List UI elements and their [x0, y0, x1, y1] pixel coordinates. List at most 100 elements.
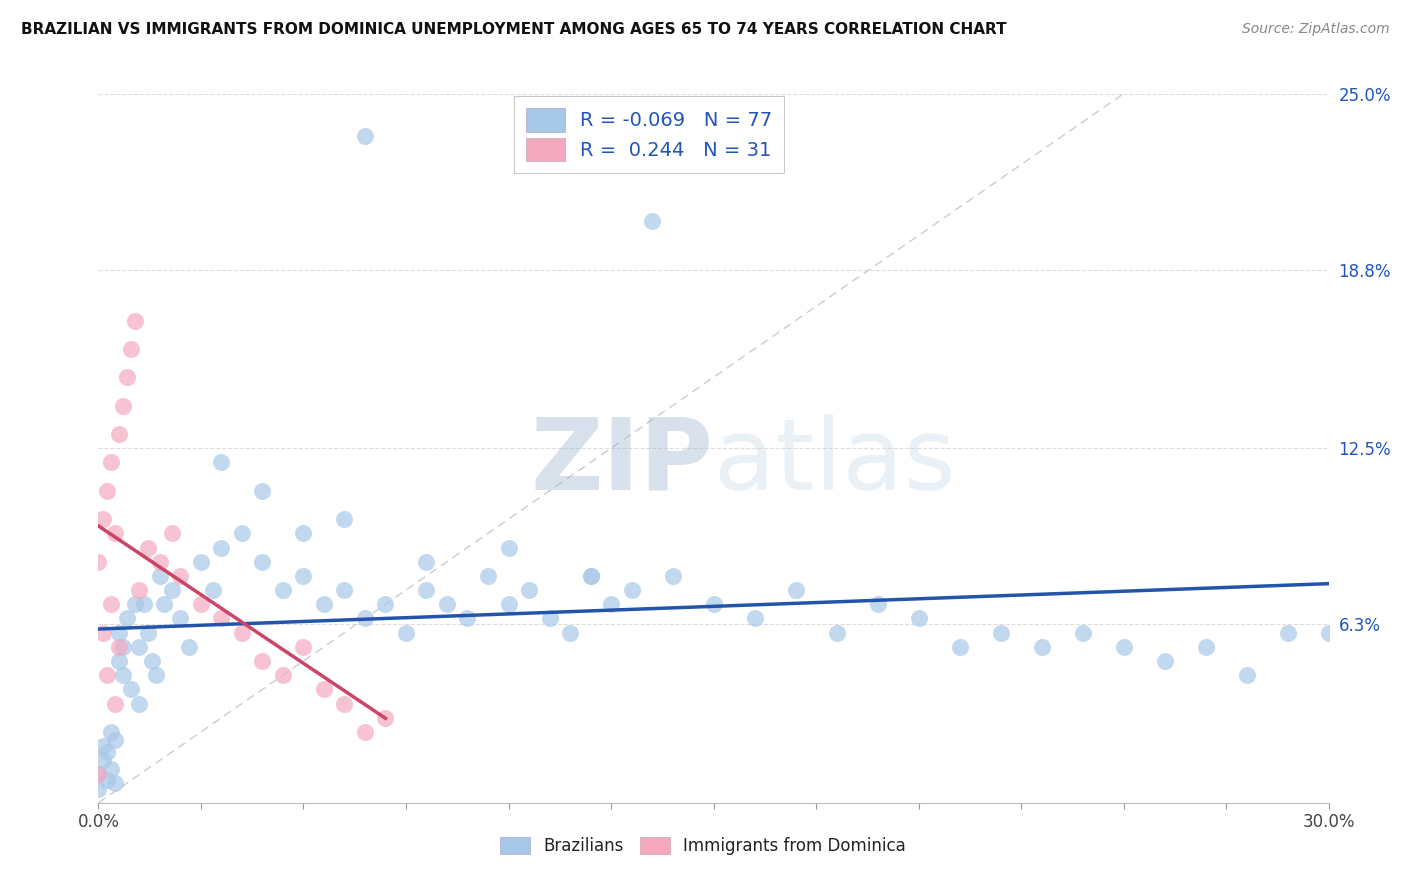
Point [395, 625, 418, 640]
Point [333, 697, 356, 711]
Point [211, 541, 233, 555]
Point [825, 625, 848, 640]
Text: BRAZILIAN VS IMMIGRANTS FROM DOMINICA UNEMPLOYMENT AMONG AGES 65 TO 74 YEARS COR: BRAZILIAN VS IMMIGRANTS FROM DOMINICA UN… [21, 22, 1007, 37]
Point [100, 597, 122, 611]
Point [333, 583, 356, 598]
Point [1071, 625, 1094, 640]
Point [108, 625, 131, 640]
Point [87, 555, 110, 569]
Point [785, 583, 807, 598]
Point [112, 399, 135, 413]
Point [124, 313, 146, 327]
Point [271, 668, 294, 682]
Legend: Brazilians, Immigrants from Dominica: Brazilians, Immigrants from Dominica [494, 830, 912, 862]
Point [112, 668, 135, 682]
Point [96, 668, 118, 682]
Point [661, 569, 683, 583]
Point [87, 767, 110, 781]
Point [579, 569, 602, 583]
Text: atlas: atlas [714, 414, 955, 511]
Point [1112, 640, 1135, 654]
Point [162, 583, 183, 598]
Point [415, 555, 437, 569]
Point [104, 526, 127, 541]
Point [190, 597, 212, 611]
Point [558, 625, 581, 640]
Text: ZIP: ZIP [530, 414, 714, 511]
Point [990, 625, 1012, 640]
Point [104, 697, 127, 711]
Point [108, 654, 131, 668]
Point [292, 526, 315, 541]
Point [436, 597, 458, 611]
Point [477, 569, 499, 583]
Point [498, 597, 520, 611]
Point [517, 583, 540, 598]
Point [108, 427, 131, 442]
Point [374, 711, 396, 725]
Point [354, 129, 377, 144]
Point [145, 668, 167, 682]
Point [579, 569, 602, 583]
Point [211, 455, 233, 469]
Point [252, 555, 274, 569]
Point [91, 512, 114, 526]
Point [91, 753, 114, 767]
Point [949, 640, 972, 654]
Point [169, 569, 191, 583]
Point [136, 541, 159, 555]
Point [641, 214, 664, 228]
Point [96, 773, 118, 788]
Point [115, 370, 138, 384]
Point [132, 597, 155, 611]
Point [87, 767, 110, 781]
Point [1236, 668, 1258, 682]
Point [312, 682, 335, 697]
Text: Source: ZipAtlas.com: Source: ZipAtlas.com [1241, 22, 1389, 37]
Point [91, 739, 114, 753]
Point [292, 569, 315, 583]
Point [354, 724, 377, 739]
Legend: R = -0.069   N = 77, R =  0.244   N = 31: R = -0.069 N = 77, R = 0.244 N = 31 [515, 96, 785, 173]
Point [333, 512, 356, 526]
Point [120, 342, 142, 356]
Point [1031, 640, 1053, 654]
Point [1277, 625, 1299, 640]
Point [141, 654, 163, 668]
Point [136, 625, 159, 640]
Point [252, 483, 274, 498]
Point [211, 611, 233, 625]
Point [252, 654, 274, 668]
Point [128, 583, 150, 598]
Point [108, 640, 131, 654]
Point [354, 611, 377, 625]
Point [177, 640, 200, 654]
Point [231, 526, 253, 541]
Point [87, 781, 110, 796]
Point [866, 597, 889, 611]
Point [162, 526, 183, 541]
Point [104, 776, 127, 790]
Point [128, 640, 150, 654]
Point [91, 625, 114, 640]
Point [190, 555, 212, 569]
Point [498, 541, 520, 555]
Point [312, 597, 335, 611]
Point [271, 583, 294, 598]
Point [600, 597, 623, 611]
Point [112, 640, 135, 654]
Point [169, 611, 191, 625]
Point [292, 640, 315, 654]
Point [374, 597, 396, 611]
Point [104, 733, 127, 747]
Point [202, 583, 225, 598]
Point [100, 724, 122, 739]
Point [96, 483, 118, 498]
Point [702, 597, 725, 611]
Point [620, 583, 643, 598]
Point [124, 597, 146, 611]
Point [100, 762, 122, 776]
Point [456, 611, 478, 625]
Point [1153, 654, 1175, 668]
Point [1317, 625, 1340, 640]
